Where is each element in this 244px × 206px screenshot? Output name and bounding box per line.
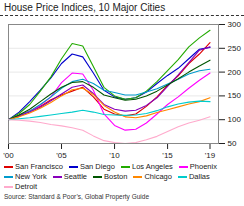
svg-text:'15: '15 [162,151,173,160]
svg-text:200: 200 [228,68,242,77]
svg-text:300: 300 [228,20,242,29]
svg-text:'00: '00 [3,151,14,160]
html-text:San Diego: San Diego [79,162,115,171]
html-text:Boston: Boston [104,172,128,181]
svg-text:100: 100 [228,115,242,124]
html-text:San Francisco: San Francisco [15,162,63,171]
svg-text:150: 150 [228,91,242,100]
svg-text:250: 250 [228,44,242,53]
html-text:Source: Standard & Poor’s, Glo: Source: Standard & Poor’s, Global Proper… [4,193,149,200]
html-text:House Price Indices, 10 Major: House Price Indices, 10 Major Cities [4,2,166,13]
html-text:New York: New York [15,172,47,181]
html-text:Detroit: Detroit [15,182,38,191]
svg-text:'05: '05 [56,151,67,160]
html-text:Dallas: Dallas [188,172,210,181]
html-text:Los Angeles: Los Angeles [132,162,173,171]
html-text:Chicago: Chicago [144,172,172,181]
html-text:Seattle: Seattle [63,172,87,181]
svg-text:'10: '10 [109,151,120,160]
svg-text:'19: '19 [205,151,216,160]
html-text:Phoenix: Phoenix [189,162,217,171]
svg-text:50: 50 [228,139,237,148]
